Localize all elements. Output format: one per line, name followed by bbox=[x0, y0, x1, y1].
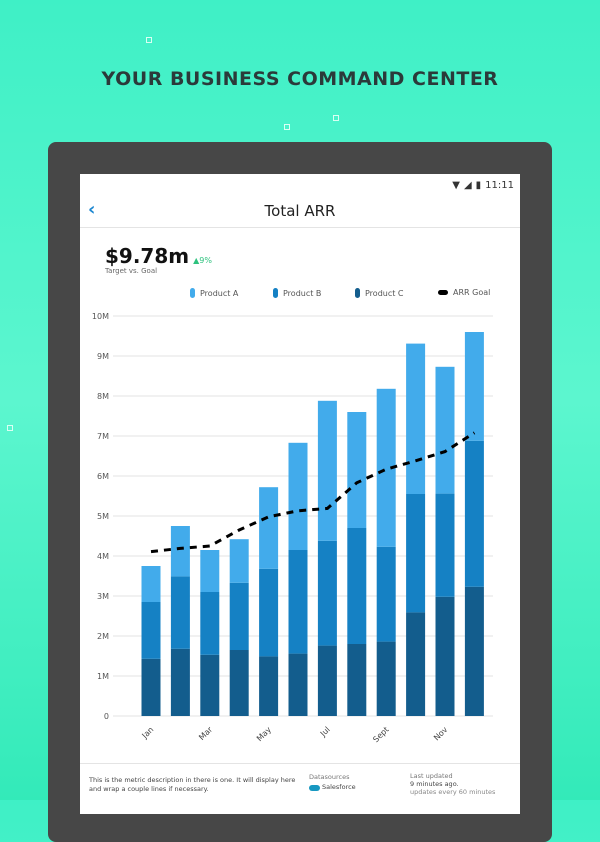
bar-product-c bbox=[435, 596, 455, 716]
wifi-icon: ▼ bbox=[452, 180, 460, 191]
bar-product-b bbox=[259, 568, 279, 657]
bar-product-c bbox=[406, 612, 426, 716]
bar-product-c bbox=[259, 656, 279, 716]
y-tick-label: 4M bbox=[97, 552, 109, 561]
metric-description: This is the metric description in there … bbox=[89, 776, 296, 793]
x-tick-label: Mar bbox=[197, 725, 215, 743]
bar-product-c bbox=[200, 654, 220, 716]
arr-chart: 0 1M 2M 3M 4M 5M 6M 7M 8M 9M 10M Jan Mar May Jul Sept No… bbox=[92, 312, 493, 744]
bar-product-b bbox=[200, 592, 220, 655]
bar-product-b bbox=[464, 440, 484, 587]
bar-product-a bbox=[406, 343, 426, 494]
bar-product-a bbox=[259, 487, 279, 569]
headline: YOUR BUSINESS COMMAND CENTER bbox=[101, 68, 499, 90]
bar-product-b bbox=[347, 528, 367, 644]
bar-product-b bbox=[317, 540, 337, 646]
legend-arr-goal: ARR Goal bbox=[438, 288, 490, 297]
bar-product-b bbox=[376, 546, 396, 642]
bar-product-c bbox=[141, 658, 161, 716]
metric-label: Target vs. Goal bbox=[105, 267, 158, 275]
bar-product-b bbox=[141, 602, 161, 659]
bar-product-a bbox=[347, 412, 367, 528]
divider bbox=[80, 227, 520, 228]
sparkle-decoration bbox=[146, 37, 152, 43]
bar-product-c bbox=[376, 641, 396, 716]
legend-product-c: Product C bbox=[355, 288, 404, 298]
x-tick-label: Jan bbox=[140, 725, 156, 741]
back-button[interactable]: ‹ bbox=[88, 199, 95, 220]
bar-product-c bbox=[229, 650, 249, 716]
sparkle-decoration bbox=[7, 425, 13, 431]
y-tick-label: 9M bbox=[97, 352, 109, 361]
bar-product-a bbox=[317, 400, 337, 541]
sparkle-decoration bbox=[333, 115, 339, 121]
arr-goal-line bbox=[150, 431, 476, 554]
updated-value: 9 minutes ago. bbox=[410, 780, 459, 788]
y-tick-label: 7M bbox=[97, 432, 109, 441]
datasources-label: Datasources bbox=[309, 773, 350, 781]
y-tick-label: 0 bbox=[104, 712, 109, 721]
bar-product-b bbox=[288, 550, 308, 654]
bar-product-c bbox=[464, 586, 484, 716]
legend-product-a: Product A bbox=[190, 288, 238, 298]
y-tick-label: 3M bbox=[97, 592, 109, 601]
sparkle-decoration bbox=[284, 124, 290, 130]
y-tick-label: 2M bbox=[97, 632, 109, 641]
metric-amount: $9.78m bbox=[105, 244, 190, 268]
chevron-left-icon: ‹ bbox=[88, 199, 96, 220]
bar-product-c bbox=[170, 648, 190, 716]
bar-product-a bbox=[200, 550, 220, 592]
signal-icon: ◢ bbox=[463, 180, 472, 191]
x-tick-label: May bbox=[255, 725, 273, 743]
bar-product-b bbox=[229, 582, 249, 650]
bar-product-c bbox=[347, 644, 367, 716]
legend-product-b: Product B bbox=[273, 288, 321, 298]
bar-product-b bbox=[435, 493, 455, 597]
y-tick-label: 5M bbox=[97, 512, 109, 521]
bar-product-c bbox=[288, 653, 308, 716]
bar-product-c bbox=[317, 645, 337, 716]
y-tick-label: 1M bbox=[97, 672, 109, 681]
datasource-salesforce[interactable]: Salesforce bbox=[309, 783, 356, 792]
y-tick-label: 6M bbox=[97, 472, 109, 481]
status-bar: ▼ ◢ ▮ 11:11 bbox=[452, 180, 514, 191]
y-tick-label: 10M bbox=[92, 312, 109, 321]
bar-product-a bbox=[435, 366, 455, 494]
clock: 11:11 bbox=[485, 180, 514, 191]
bar-product-a bbox=[141, 566, 161, 602]
bar-product-a bbox=[170, 526, 190, 577]
delta-badge: ▲9% bbox=[193, 256, 212, 265]
app-screen: ▼ ◢ ▮ 11:11 ‹ Total ARR $9.78m ▲9% Target… bbox=[80, 174, 520, 814]
updated-label: Last updated bbox=[410, 772, 453, 780]
x-tick-label: Jul bbox=[318, 725, 332, 739]
salesforce-cloud-icon bbox=[309, 784, 320, 791]
page-title: Total ARR bbox=[264, 202, 336, 220]
updated-frequency: updates every 60 minutes bbox=[410, 788, 496, 796]
metric-value: $9.78m ▲9% bbox=[105, 244, 212, 268]
bar-product-a bbox=[229, 539, 249, 583]
y-tick-label: 8M bbox=[97, 392, 109, 401]
divider bbox=[80, 763, 520, 764]
bar-product-b bbox=[170, 576, 190, 649]
bar-product-a bbox=[464, 332, 484, 441]
battery-icon: ▮ bbox=[475, 180, 482, 191]
bar-product-b bbox=[406, 494, 426, 613]
bar-product-a bbox=[376, 388, 396, 547]
x-tick-label: Sept bbox=[371, 725, 390, 744]
bar-product-a bbox=[288, 442, 308, 550]
x-tick-label: Nov bbox=[432, 725, 450, 743]
